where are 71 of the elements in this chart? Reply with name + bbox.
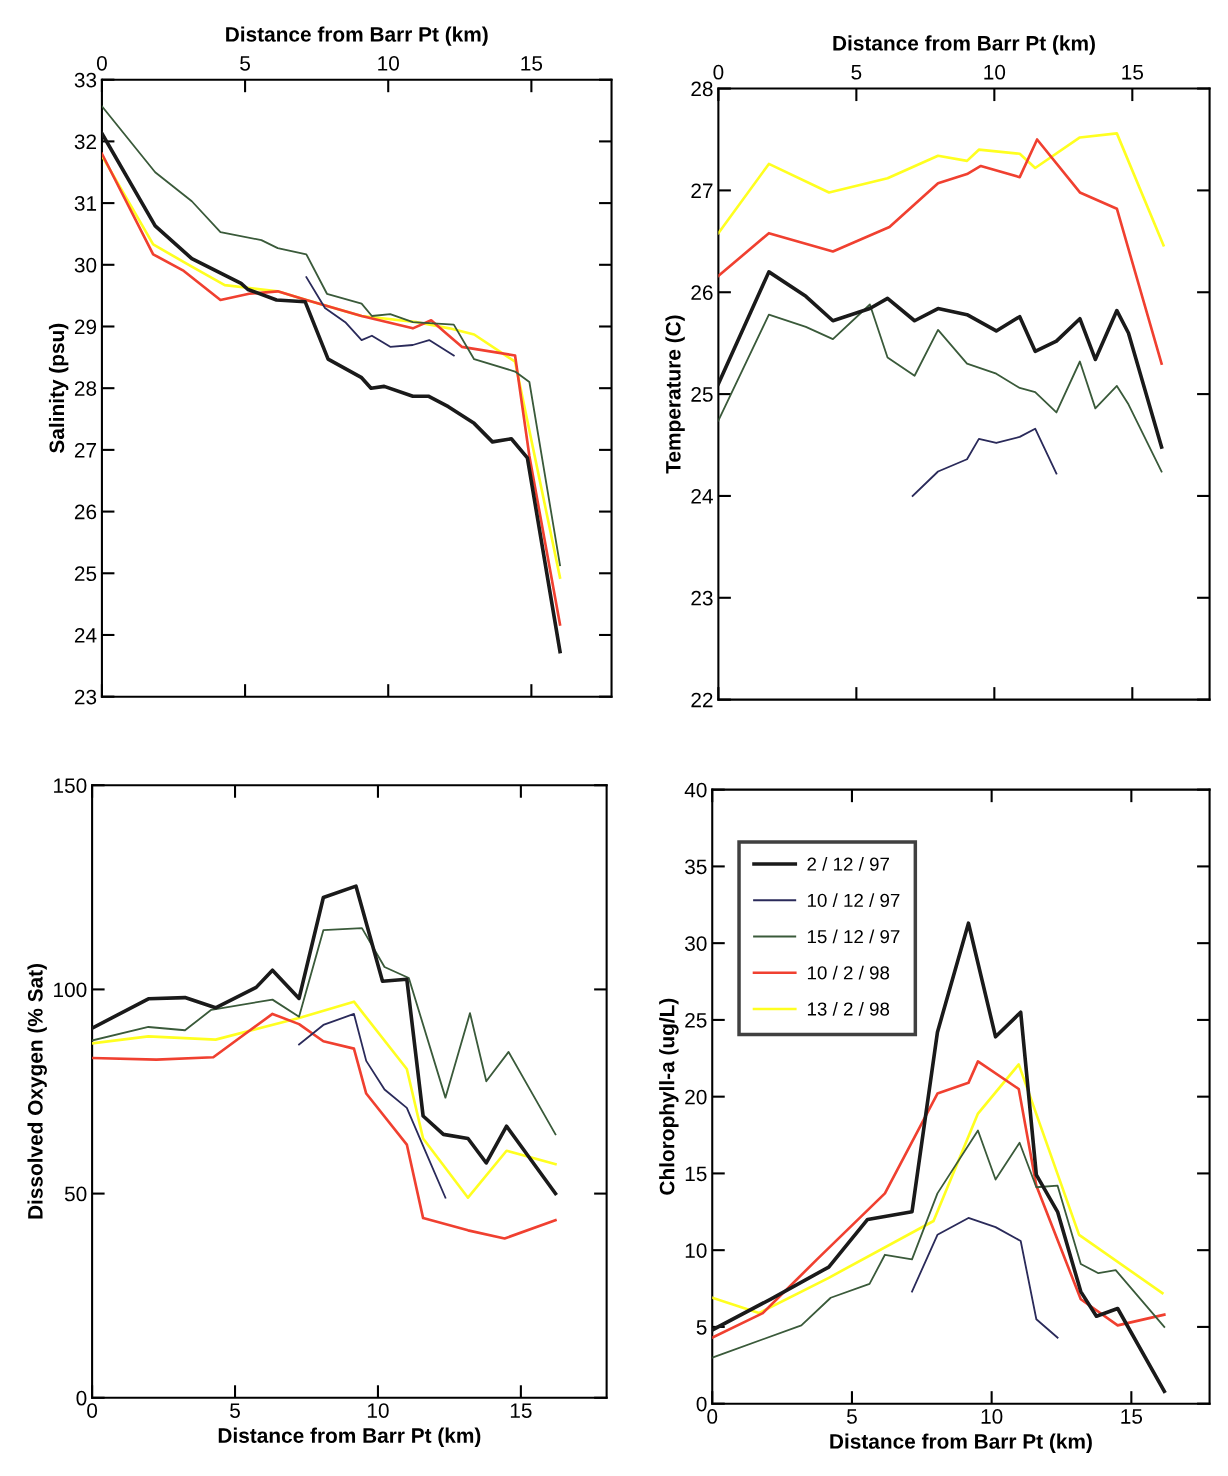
line-series (92, 927, 557, 1136)
line-series (712, 1129, 1166, 1359)
line-series (718, 270, 1164, 449)
line-series (712, 921, 1167, 1394)
line-series (911, 1217, 1059, 1339)
x-tick-label: 5 (851, 65, 862, 80)
y-tick-label: 15 (685, 1166, 707, 1182)
y-tick-label: 27 (74, 442, 97, 458)
line-series (298, 1013, 447, 1199)
y-tick-label: 32 (74, 134, 97, 150)
x-axis-title: Distance from Barr Pt (km) (218, 1427, 481, 1448)
y-tick-label: 24 (74, 627, 97, 643)
x-tick-label: 10 (981, 1409, 1003, 1424)
legend-label: 13 / 2 / 98 (807, 1001, 890, 1016)
x-tick-label: 5 (846, 1409, 857, 1424)
y-tick-label: 33 (74, 72, 97, 88)
x-tick-label: 15 (521, 56, 543, 71)
x-tick-label: 10 (984, 64, 1006, 80)
x-tick-label: 0 (713, 64, 724, 80)
x-tick-label: 15 (1122, 65, 1144, 80)
y-tick-label: 25 (691, 387, 713, 402)
legend-label: 2 / 12 / 97 (807, 857, 889, 871)
line-series (718, 138, 1163, 365)
x-tick-label: 10 (367, 1403, 389, 1418)
y-tick-label: 30 (685, 936, 707, 951)
x-axis-title: Distance from Barr Pt (km) (226, 26, 488, 46)
y-tick-label: 5 (696, 1320, 707, 1335)
y-tick-label: 150 (54, 778, 87, 793)
y-tick-label: 40 (684, 782, 707, 798)
line-series (718, 132, 1165, 247)
y-tick-label: 23 (691, 590, 713, 606)
y-tick-label: 25 (685, 1012, 707, 1028)
y-tick-label: 27 (691, 183, 713, 198)
y-tick-label: 29 (74, 319, 97, 335)
line-series (305, 276, 455, 357)
y-tick-label: 28 (691, 81, 713, 97)
x-tick-label: 0 (96, 55, 107, 71)
line-series (92, 1012, 557, 1240)
legend-label: 10 / 12 / 97 (807, 893, 900, 908)
x-tick-label: 5 (240, 56, 250, 71)
y-tick-label: 100 (54, 982, 87, 998)
y-tick-label: 50 (64, 1186, 87, 1202)
x-tick-label: 15 (1121, 1409, 1143, 1424)
x-tick-label: 5 (230, 1403, 240, 1418)
legend-label: 10 / 2 / 98 (807, 965, 890, 980)
legend-label: 15 / 12 / 97 (807, 929, 900, 944)
line-series (92, 1000, 557, 1199)
x-tick-label: 10 (378, 55, 399, 71)
x-axis-title: Distance from Barr Pt (km) (833, 35, 1095, 55)
line-series (92, 884, 558, 1196)
y-tick-label: 26 (691, 285, 713, 300)
y-tick-label: 10 (685, 1243, 707, 1258)
line-series (911, 427, 1058, 497)
y-tick-label: 0 (76, 1390, 87, 1406)
y-axis-title: Chlorophyll-a (ug/L) (659, 998, 679, 1195)
y-axis-title: Temperature (C) (665, 315, 685, 474)
y-tick-label: 22 (691, 692, 713, 708)
y-tick-label: 23 (74, 689, 97, 705)
y-tick-label: 35 (685, 859, 707, 875)
y-tick-label: 30 (74, 257, 97, 273)
y-tick-label: 28 (74, 381, 97, 396)
y-tick-label: 25 (74, 566, 97, 582)
x-tick-label: 15 (510, 1403, 532, 1418)
y-axis-title: Salinity (psu) (48, 323, 69, 453)
line-series (718, 303, 1163, 473)
y-tick-label: 24 (691, 488, 713, 504)
y-tick-label: 26 (74, 504, 97, 520)
x-axis-title: Distance from Barr Pt (km) (830, 1433, 1092, 1453)
y-tick-label: 31 (74, 196, 97, 211)
y-axis-title: Dissolved Oxygen (% Sat) (27, 964, 47, 1219)
y-tick-label: 20 (685, 1089, 707, 1105)
